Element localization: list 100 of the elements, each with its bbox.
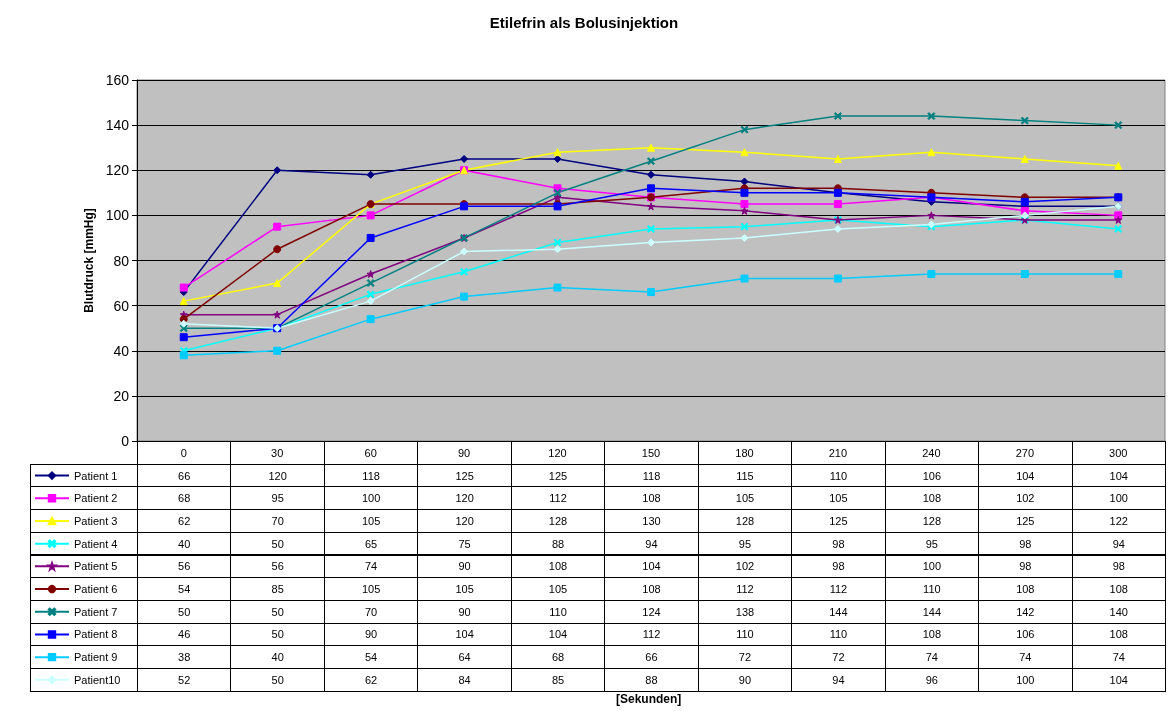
data-label: 102	[697, 554, 793, 579]
data-label: 70	[230, 509, 325, 533]
data-label: 74	[884, 645, 980, 669]
data-label: 88	[510, 531, 606, 556]
data-label: 110	[791, 463, 886, 488]
text: [Sekunden]	[616, 692, 682, 706]
data-label: 112	[697, 577, 793, 601]
data-label: 74	[323, 554, 419, 579]
data-label: 138	[697, 599, 793, 624]
data-label: 105	[323, 577, 419, 601]
data-label: 125	[510, 463, 606, 488]
legend-label: Patient 7	[74, 605, 118, 618]
chart-title: Etilefrin als Bolusinjektion	[489, 14, 679, 31]
data-label: 125	[417, 463, 512, 488]
data-label: 85	[230, 577, 325, 601]
data-label: 105	[791, 486, 886, 511]
data-label: 104	[978, 463, 1073, 488]
data-label: 105	[323, 509, 419, 533]
data-label: 125	[791, 509, 886, 533]
legend-label: Patient 6	[74, 583, 118, 596]
data-label: 108	[884, 486, 980, 511]
x-tick-label: 150	[641, 446, 661, 459]
data-label: 105	[510, 577, 606, 601]
data-label: 65	[323, 531, 419, 556]
data-label: 104	[604, 554, 699, 579]
data-label: 128	[697, 509, 793, 533]
data-label: 75	[417, 531, 512, 556]
data-label: 50	[230, 622, 325, 647]
x-tick-label: 60	[364, 446, 377, 459]
y-tick-label: 80	[113, 252, 130, 269]
data-label: 108	[978, 577, 1073, 601]
data-label: 90	[697, 668, 793, 692]
data-label: 56	[137, 554, 232, 579]
data-label: 98	[791, 554, 886, 579]
data-label: 112	[604, 622, 699, 647]
data-label: 100	[884, 554, 980, 579]
data-label: 125	[978, 509, 1073, 533]
legend-label: Patient 1	[74, 469, 118, 482]
data-label: 128	[884, 509, 980, 533]
data-label: 85	[510, 668, 606, 692]
data-label: 40	[230, 645, 325, 669]
data-label: 94	[1071, 531, 1166, 556]
data-label: 118	[323, 463, 419, 488]
data-label: 64	[417, 645, 512, 669]
data-label: 72	[697, 645, 793, 669]
data-label: 74	[1071, 645, 1166, 669]
data-label: 144	[791, 599, 886, 624]
data-label: 54	[137, 577, 232, 601]
data-label: 128	[510, 509, 606, 533]
legend-label: Patient10	[74, 673, 121, 686]
data-label: 115	[697, 463, 793, 488]
data-label: 130	[604, 509, 699, 533]
x-tick-label: 210	[828, 446, 848, 459]
data-label: 118	[604, 463, 699, 488]
data-label: 68	[137, 486, 232, 511]
data-label: 88	[604, 668, 699, 692]
data-label: 62	[137, 509, 232, 533]
data-label: 106	[978, 622, 1073, 647]
data-label: 120	[230, 463, 325, 488]
legend-label: Patient 4	[74, 537, 118, 550]
data-label: 56	[230, 554, 325, 579]
data-label: 95	[697, 531, 793, 556]
data-label: 108	[510, 554, 606, 579]
data-label: 100	[978, 668, 1073, 692]
x-tick-label: 240	[922, 446, 941, 459]
data-label: 100	[323, 486, 419, 511]
data-label: 50	[137, 599, 232, 624]
x-tick-label: 270	[1015, 446, 1034, 459]
data-label: 74	[978, 645, 1073, 669]
data-label: 108	[1071, 577, 1166, 601]
data-label: 62	[323, 668, 419, 692]
data-label: 66	[604, 645, 699, 669]
y-axis-title: Blutdruck [mmHg]	[81, 208, 96, 313]
data-label: 52	[137, 668, 232, 692]
data-label: 110	[510, 599, 606, 624]
data-label: 104	[1071, 463, 1166, 488]
data-label: 122	[1071, 509, 1166, 533]
data-label: 144	[884, 599, 980, 624]
data-label: 108	[604, 577, 699, 601]
data-label: 104	[510, 622, 606, 647]
data-label: 108	[1071, 622, 1166, 647]
data-label: 105	[417, 577, 512, 601]
data-label: 94	[791, 668, 886, 692]
data-label: 108	[884, 622, 980, 647]
data-label: 98	[1071, 554, 1166, 579]
y-tick-label: 160	[105, 72, 130, 88]
data-label: 140	[1071, 599, 1166, 624]
data-label: 104	[1071, 668, 1166, 692]
data-label: 68	[510, 645, 606, 669]
data-label: 90	[417, 599, 512, 624]
data-label: 90	[417, 554, 512, 579]
y-tick-label: 0	[121, 433, 130, 449]
data-label: 110	[791, 622, 886, 647]
y-tick-label: 120	[105, 162, 130, 179]
x-tick-label: 0	[180, 446, 187, 459]
data-label: 84	[417, 668, 512, 692]
data-label: 142	[978, 599, 1073, 624]
data-label: 95	[884, 531, 980, 556]
x-tick-label: 90	[457, 446, 471, 459]
data-label: 50	[230, 531, 325, 556]
